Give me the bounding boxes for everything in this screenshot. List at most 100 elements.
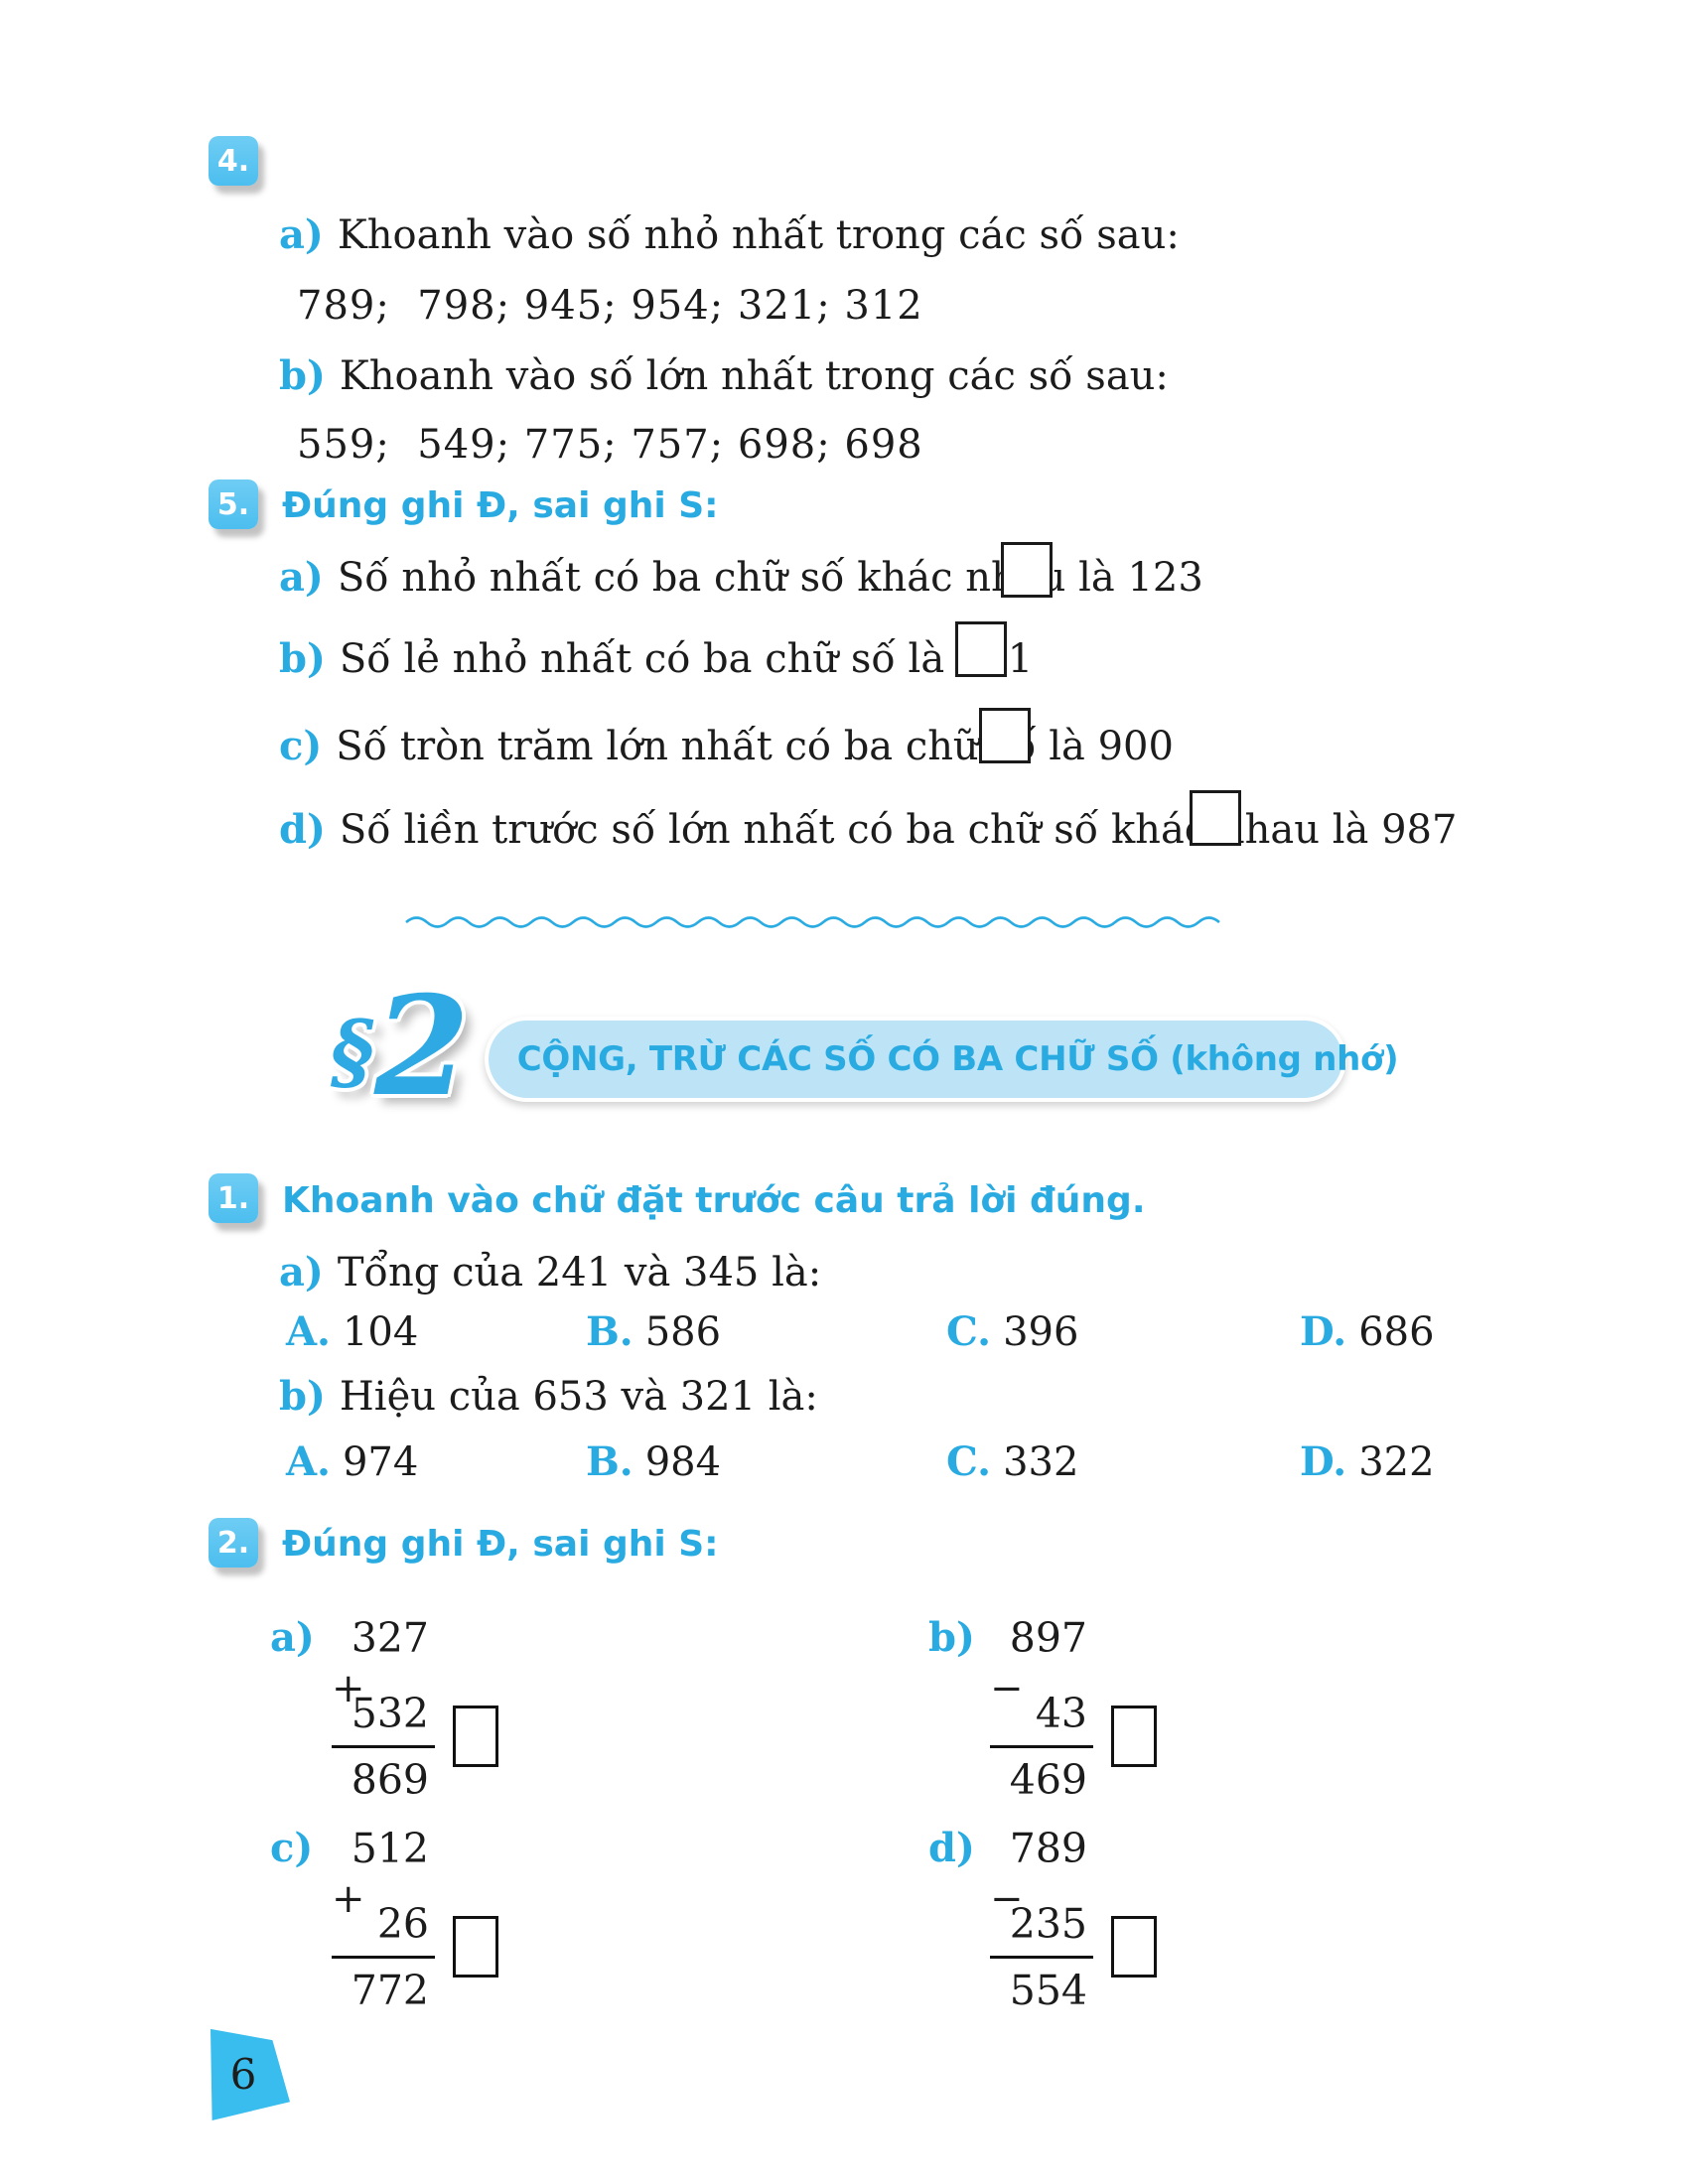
result-value: 869 — [351, 1756, 429, 1804]
choice-value: 396 — [1003, 1309, 1079, 1355]
ex5-statement-a: a) Số nhỏ nhất có ba chữ số khác nhau là … — [279, 554, 1203, 601]
ex2-a-answer-box[interactable] — [453, 1706, 498, 1767]
ex2-a-label: a) — [270, 1614, 315, 1661]
wavy-divider — [405, 916, 1220, 928]
top-operand: 512 — [351, 1825, 429, 1872]
section-2-title: CỘNG, TRỪ CÁC SỐ CÓ BA CHỮ SỐ (không nhớ… — [516, 1039, 1399, 1079]
ex5-statement-d: d) Số liền trước số lớn nhất có ba chữ số… — [279, 806, 1457, 853]
ex1-b-choice-C[interactable]: C. 332 — [946, 1438, 1078, 1485]
ex1-b-choice-A[interactable]: A. 974 — [286, 1438, 418, 1485]
choice-letter: B. — [586, 1438, 633, 1485]
bottom-operand: 532 — [332, 1690, 435, 1748]
ex2-problem-b: b) 897 − 43 469 — [928, 1614, 1157, 1804]
ex1-a-label: a) — [279, 1249, 324, 1296]
ex2-d-label: d) — [928, 1825, 975, 1871]
ex5-a-label: a) — [279, 554, 324, 601]
ex5-a-answer-box[interactable] — [1001, 542, 1053, 598]
plus-operator: + — [332, 1876, 365, 1922]
ex1-a-choice-A[interactable]: A. 104 — [286, 1308, 418, 1355]
ex2-problem-a: a) 327 + 532 869 — [270, 1614, 498, 1804]
top-operand: 897 — [1009, 1614, 1087, 1662]
ex1-a-choice-C[interactable]: C. 396 — [946, 1308, 1078, 1355]
ex5-c-text: Số tròn trăm lớn nhất có ba chữ số là 90… — [336, 724, 1174, 769]
minus-operator: − — [990, 1666, 1024, 1711]
ex5-b-label: b) — [279, 635, 326, 682]
ex1-part-b-prompt: b) Hiệu của 653 và 321 là: — [279, 1373, 818, 1420]
minus-operator: − — [990, 1876, 1024, 1922]
choice-value: 586 — [644, 1309, 722, 1355]
ex2-d-column: 789 − 235 554 — [990, 1825, 1093, 2014]
ex2-d-answer-box[interactable] — [1111, 1916, 1157, 1978]
ex4-a-text: Khoanh vào số nhỏ nhất trong các số sau: — [337, 212, 1180, 258]
ex2-a-column: 327 + 532 869 — [332, 1614, 435, 1804]
ex1-title: Khoanh vào chữ đặt trước câu trả lời đún… — [282, 1180, 1146, 1221]
ex5-statement-b: b) Số lẻ nhỏ nhất có ba chữ số là 101 — [279, 635, 1033, 682]
ex5-b-answer-box[interactable] — [955, 621, 1007, 677]
ex2-problem-c: c) 512 + 26 772 — [270, 1825, 498, 2014]
choice-letter: B. — [586, 1308, 633, 1355]
ex1-b-text: Hiệu của 653 và 321 là: — [339, 1374, 818, 1420]
ex4-a-number-list[interactable]: 789; 798; 945; 954; 321; 312 — [297, 283, 923, 329]
ex4-b-label: b) — [279, 352, 326, 399]
choice-letter: A. — [286, 1308, 331, 1355]
bottom-operand: 43 — [990, 1690, 1093, 1748]
result-value: 554 — [1009, 1967, 1087, 2014]
ex1-part-a-prompt: a) Tổng của 241 và 345 là: — [279, 1249, 821, 1296]
page-number-tab: 6 — [211, 2028, 290, 2120]
bottom-operand: 26 — [332, 1900, 435, 1959]
ex4-a-label: a) — [279, 211, 324, 258]
ex4-b-text: Khoanh vào số lớn nhất trong các số sau: — [339, 353, 1169, 399]
ex5-d-label: d) — [279, 806, 326, 853]
ex1-a-choice-D[interactable]: D. 686 — [1300, 1308, 1435, 1355]
choice-letter: C. — [946, 1438, 992, 1485]
ex5-b-text: Số lẻ nhỏ nhất có ba chữ số là 101 — [339, 636, 1034, 682]
choice-value: 332 — [1003, 1439, 1079, 1485]
ex1-b-choice-B[interactable]: B. 984 — [586, 1438, 721, 1485]
ex2-c-column: 512 + 26 772 — [332, 1825, 435, 2014]
result-value: 469 — [1009, 1756, 1087, 1804]
exercise-5-badge: 5. — [209, 479, 258, 529]
ex2-c-answer-box[interactable] — [453, 1916, 498, 1978]
ex5-a-text: Số nhỏ nhất có ba chữ số khác nhau là 12… — [337, 555, 1203, 601]
ex1-b-label: b) — [279, 1373, 326, 1420]
choice-value: 104 — [342, 1309, 419, 1355]
ex5-d-answer-box[interactable] — [1190, 790, 1241, 846]
ex2-problem-d: d) 789 − 235 554 — [928, 1825, 1157, 2014]
bottom-operand: 235 — [990, 1900, 1093, 1959]
choice-letter: C. — [946, 1308, 992, 1355]
exercise-4-badge: 4. — [209, 136, 258, 186]
ex2-c-label: c) — [270, 1825, 314, 1871]
choice-letter: D. — [1300, 1438, 1347, 1485]
section-2-mark: §2 — [331, 965, 470, 1127]
ex2-b-answer-box[interactable] — [1111, 1706, 1157, 1767]
ex1-b-choice-D[interactable]: D. 322 — [1300, 1438, 1435, 1485]
ex2-b-column: 897 − 43 469 — [990, 1614, 1093, 1804]
result-value: 772 — [351, 1967, 429, 2014]
section-2-banner: CỘNG, TRỪ CÁC SỐ CÓ BA CHỮ SỐ (không nhớ… — [485, 1017, 1399, 1102]
ex5-c-answer-box[interactable] — [979, 708, 1031, 763]
ex5-d-text: Số liền trước số lớn nhất có ba chữ số k… — [339, 807, 1458, 853]
section-symbol: § — [331, 1002, 374, 1100]
top-operand: 327 — [351, 1614, 429, 1662]
plus-operator: + — [332, 1666, 365, 1711]
choice-value: 686 — [1358, 1309, 1435, 1355]
choice-letter: D. — [1300, 1308, 1347, 1355]
ex4-part-a-prompt: a) Khoanh vào số nhỏ nhất trong các số sa… — [279, 211, 1180, 258]
ex5-statement-c: c) Số tròn trăm lớn nhất có ba chữ số là … — [279, 723, 1174, 769]
choice-value: 984 — [644, 1439, 722, 1485]
page-number: 6 — [229, 2049, 257, 2099]
ex5-title: Đúng ghi Đ, sai ghi S: — [282, 485, 719, 526]
exercise-2-badge: 2. — [209, 1518, 258, 1568]
top-operand: 789 — [1009, 1825, 1087, 1872]
ex2-title: Đúng ghi Đ, sai ghi S: — [282, 1524, 719, 1565]
section-number: 2 — [373, 965, 470, 1127]
ex4-part-b-prompt: b) Khoanh vào số lớn nhất trong các số sa… — [279, 352, 1169, 399]
ex1-a-choice-B[interactable]: B. 586 — [586, 1308, 721, 1355]
ex1-a-text: Tổng của 241 và 345 là: — [337, 1250, 822, 1296]
choice-value: 974 — [342, 1439, 419, 1485]
ex4-b-number-list[interactable]: 559; 549; 775; 757; 698; 698 — [297, 422, 923, 468]
exercise-1-badge: 1. — [209, 1173, 258, 1223]
choice-letter: A. — [286, 1438, 331, 1485]
ex2-b-label: b) — [928, 1614, 975, 1661]
